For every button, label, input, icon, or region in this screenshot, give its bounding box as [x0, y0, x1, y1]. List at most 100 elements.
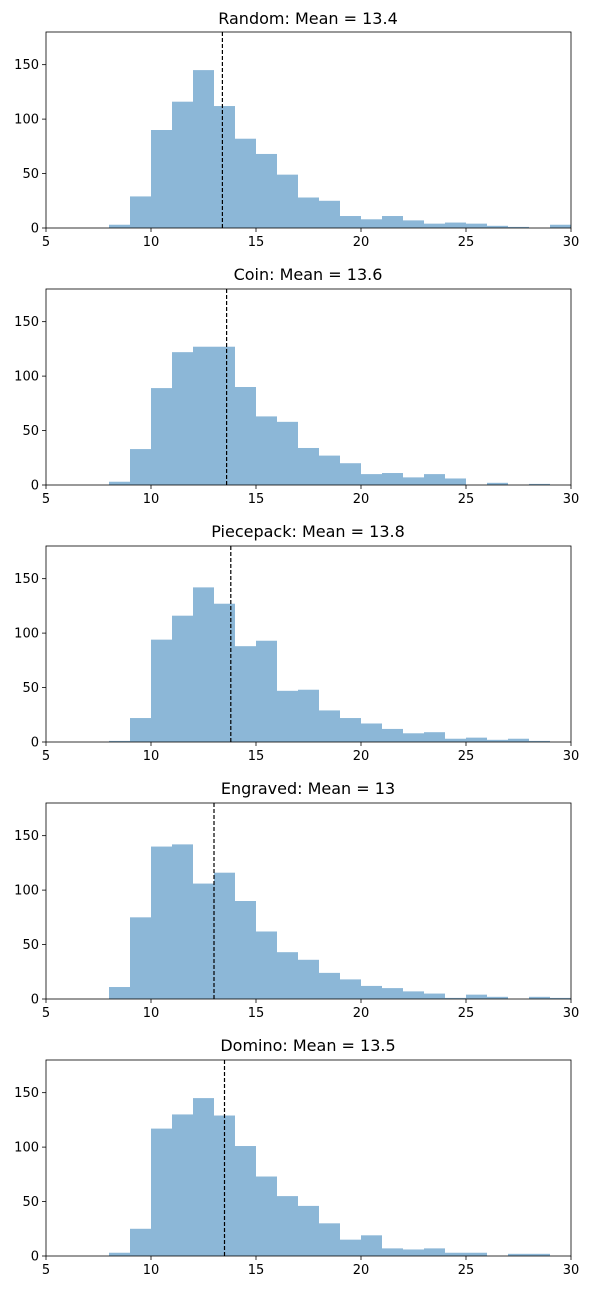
histogram-bar-engraved-12 [361, 985, 382, 999]
y-tick-label-engraved-1: 50 [22, 938, 39, 953]
histogram-bar-random-2 [151, 130, 172, 228]
histogram-bar-domino-0 [109, 1252, 130, 1256]
panel-random: Random: Mean = 13.4 5 10 15 20 25 30 0 50 100 150 [14, 9, 579, 250]
y-tick-label-random-3: 150 [14, 58, 39, 73]
histogram-bar-piecepack-7 [256, 640, 277, 742]
x-tick-label-coin-3: 20 [353, 492, 370, 507]
x-tick-label-engraved-3: 20 [353, 1006, 370, 1021]
panel-piecepack: Piecepack: Mean = 13.8 5 10 15 20 25 30 0 50 100… [14, 522, 579, 764]
histogram-bar-piecepack-11 [340, 718, 361, 742]
x-tick-label-piecepack-5: 30 [563, 749, 580, 764]
histogram-bar-random-6 [235, 138, 256, 228]
histogram-bar-random-5 [214, 106, 235, 228]
histogram-bar-piecepack-4 [193, 587, 214, 742]
histogram-bar-engraved-17 [466, 994, 487, 999]
histogram-bar-random-14 [403, 220, 424, 228]
histogram-bar-coin-16 [445, 478, 466, 485]
x-tick-label-random-2: 15 [248, 235, 265, 250]
histogram-bar-engraved-9 [298, 959, 319, 999]
x-tick-label-domino-4: 25 [458, 1263, 475, 1278]
histogram-bar-piecepack-19 [508, 738, 529, 742]
histogram-bar-random-12 [361, 219, 382, 228]
y-tick-label-engraved-2: 100 [14, 884, 39, 899]
histogram-bar-coin-14 [403, 477, 424, 485]
panel-title-domino: Domino: Mean = 13.5 [220, 1036, 395, 1055]
histogram-bar-engraved-20 [529, 996, 550, 999]
histogram-bar-piecepack-14 [403, 733, 424, 742]
x-tick-label-domino-1: 10 [143, 1263, 160, 1278]
histogram-bar-random-13 [382, 216, 403, 228]
histogram-bar-piecepack-12 [361, 723, 382, 742]
x-tick-label-piecepack-1: 10 [143, 749, 160, 764]
histogram-bar-domino-6 [235, 1146, 256, 1256]
histogram-bar-domino-4 [193, 1098, 214, 1256]
histogram-bar-engraved-15 [424, 993, 445, 999]
histogram-bar-coin-15 [424, 474, 445, 485]
y-tick-label-piecepack-1: 50 [22, 681, 39, 696]
histogram-bar-engraved-3 [172, 844, 193, 999]
histogram-bar-random-7 [256, 153, 277, 228]
x-tick-label-domino-3: 20 [353, 1263, 370, 1278]
axes-frame-domino [45, 1059, 572, 1257]
y-tick-label-domino-2: 100 [14, 1141, 39, 1156]
y-tick-label-random-0: 0 [31, 222, 39, 237]
histogram-bar-coin-13 [382, 473, 403, 485]
y-tick-label-coin-2: 100 [14, 370, 39, 385]
histogram-bar-piecepack-10 [319, 710, 340, 742]
x-tick-label-piecepack-3: 20 [353, 749, 370, 764]
panel-title-engraved: Engraved: Mean = 13 [221, 779, 395, 798]
y-tick-label-coin-1: 50 [22, 424, 39, 439]
histogram-bar-domino-13 [382, 1248, 403, 1256]
panel-title-piecepack: Piecepack: Mean = 13.8 [211, 522, 405, 541]
y-tick-label-engraved-0: 0 [31, 993, 39, 1008]
histogram-bar-piecepack-3 [172, 615, 193, 742]
x-tick-label-domino-0: 5 [42, 1263, 50, 1278]
histogram-bar-domino-20 [529, 1253, 550, 1256]
x-tick-label-coin-0: 5 [42, 492, 50, 507]
histogram-bar-coin-3 [172, 352, 193, 485]
panel-title-random: Random: Mean = 13.4 [218, 9, 398, 28]
histogram-bar-random-3 [172, 101, 193, 228]
histogram-bar-coin-4 [193, 346, 214, 485]
x-tick-label-domino-2: 15 [248, 1263, 265, 1278]
y-tick-label-piecepack-3: 150 [14, 572, 39, 587]
axes-frame-coin [45, 288, 572, 486]
y-tick-label-engraved-3: 150 [14, 829, 39, 844]
x-tick-label-engraved-4: 25 [458, 1006, 475, 1021]
x-tick-label-engraved-2: 15 [248, 1006, 265, 1021]
histogram-bar-coin-1 [130, 449, 151, 485]
histogram-bar-piecepack-16 [445, 738, 466, 742]
histogram-bar-piecepack-20 [529, 740, 550, 742]
histogram-bar-coin-9 [298, 447, 319, 485]
histogram-bar-engraved-14 [403, 991, 424, 999]
histogram-bar-domino-5 [214, 1115, 235, 1256]
x-tick-label-coin-5: 30 [563, 492, 580, 507]
histogram-bar-random-16 [445, 222, 466, 228]
histogram-bar-piecepack-17 [466, 737, 487, 742]
histogram-bar-domino-7 [256, 1176, 277, 1256]
histogram-bar-random-10 [319, 200, 340, 228]
y-tick-label-coin-0: 0 [31, 479, 39, 494]
histogram-bar-random-18 [487, 225, 508, 228]
histogram-bar-random-8 [277, 174, 298, 228]
histogram-bar-domino-9 [298, 1205, 319, 1256]
histogram-bar-domino-2 [151, 1128, 172, 1256]
y-tick-label-domino-1: 50 [22, 1195, 39, 1210]
histogram-bar-coin-2 [151, 388, 172, 485]
y-tick-label-piecepack-2: 100 [14, 627, 39, 642]
histogram-bar-coin-0 [109, 481, 130, 485]
histogram-bar-piecepack-8 [277, 690, 298, 742]
histogram-bar-domino-10 [319, 1223, 340, 1256]
histogram-bar-engraved-18 [487, 996, 508, 999]
y-tick-label-piecepack-0: 0 [31, 736, 39, 751]
panel-coin: Coin: Mean = 13.6 5 10 15 20 25 30 0 50 100 150 [14, 265, 579, 507]
histogram-bar-piecepack-18 [487, 739, 508, 742]
histogram-bar-engraved-0 [109, 987, 130, 999]
axes-frame-random [45, 31, 572, 229]
histogram-bar-random-21 [550, 224, 571, 228]
x-tick-label-domino-5: 30 [563, 1263, 580, 1278]
panel-engraved: Engraved: Mean = 13 5 10 15 20 25 30 0 50 100 150 [14, 779, 579, 1021]
histogram-bar-coin-7 [256, 416, 277, 485]
histogram-bar-domino-16 [445, 1252, 466, 1256]
